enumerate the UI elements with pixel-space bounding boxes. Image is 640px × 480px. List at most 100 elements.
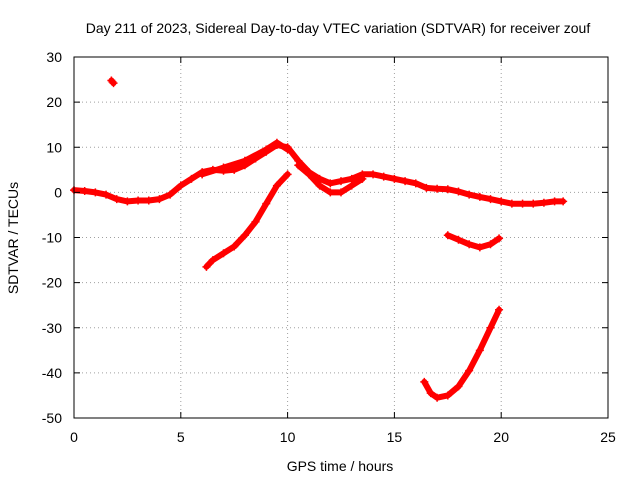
y-tick-label: -20 xyxy=(42,275,62,291)
series-line xyxy=(203,171,291,270)
data-point xyxy=(272,138,281,147)
data-point xyxy=(108,77,117,86)
data-point xyxy=(507,199,516,208)
y-tick-labels: -50 -40 -30 -20 -10 0 10 20 30 xyxy=(42,49,608,426)
data-point xyxy=(187,174,196,183)
data-point xyxy=(411,179,420,188)
data-point xyxy=(559,197,568,206)
data-point xyxy=(109,79,118,88)
data-point xyxy=(219,163,228,172)
data-point xyxy=(283,170,292,179)
data-point xyxy=(529,199,538,208)
data-point xyxy=(390,174,399,183)
data-point xyxy=(443,391,452,400)
x-axis-label: GPS time / hours xyxy=(287,458,394,474)
series-group xyxy=(420,305,504,402)
series-line xyxy=(71,142,567,207)
data-point xyxy=(433,393,442,402)
y-tick-label: -50 xyxy=(42,410,62,426)
data-point xyxy=(465,190,474,199)
x-tick-label: 20 xyxy=(493,429,509,445)
series-group xyxy=(294,161,367,197)
gridlines xyxy=(74,57,608,418)
y-tick-label: 30 xyxy=(46,49,62,65)
data-point xyxy=(486,240,495,249)
data-point xyxy=(497,197,506,206)
data-point xyxy=(294,161,303,170)
series-group xyxy=(202,170,292,271)
y-tick-label: -30 xyxy=(42,320,62,336)
series-group xyxy=(443,231,504,252)
y-tick-label: 20 xyxy=(46,94,62,110)
series-group xyxy=(107,76,118,88)
data-point xyxy=(495,305,504,314)
data-point xyxy=(495,234,504,243)
series-line xyxy=(421,306,503,401)
data-point xyxy=(486,195,495,204)
series-line xyxy=(444,232,503,251)
data-point xyxy=(326,179,335,188)
data-point xyxy=(166,190,175,199)
data-point xyxy=(454,187,463,196)
data-point xyxy=(144,196,153,205)
data-point xyxy=(486,323,495,332)
series-group xyxy=(198,138,292,179)
data-point xyxy=(112,195,121,204)
data-point xyxy=(176,181,185,190)
data-point xyxy=(347,174,356,183)
x-tick-label: 5 xyxy=(177,429,185,445)
data-point xyxy=(550,197,559,206)
data-point xyxy=(240,231,249,240)
data-point xyxy=(465,240,474,249)
x-tick-label: 15 xyxy=(387,429,403,445)
data-point xyxy=(230,242,239,251)
data-point xyxy=(454,235,463,244)
data-point xyxy=(283,145,292,154)
data-point xyxy=(272,181,281,190)
data-point xyxy=(251,217,260,226)
data-point xyxy=(91,188,100,197)
data-point xyxy=(262,145,271,154)
series-group xyxy=(70,140,568,208)
data-point xyxy=(315,181,324,190)
data-point xyxy=(454,382,463,391)
x-tick-label: 10 xyxy=(280,429,296,445)
data-point xyxy=(262,199,271,208)
data-point xyxy=(369,170,378,179)
data-point xyxy=(443,231,452,240)
data-point xyxy=(465,366,474,375)
x-tick-label: 25 xyxy=(600,429,616,445)
data-point xyxy=(420,377,429,386)
data-point xyxy=(539,198,548,207)
chart-title: Day 211 of 2023, Sidereal Day-to-day VTE… xyxy=(86,20,591,36)
data-point xyxy=(155,195,164,204)
data-point xyxy=(102,190,111,199)
data-point xyxy=(80,187,89,196)
data-point xyxy=(123,197,132,206)
data-point xyxy=(337,177,345,186)
x-tick-labels: 0 5 10 15 20 25 xyxy=(70,57,616,445)
data-point xyxy=(347,181,356,190)
data-point xyxy=(219,249,228,258)
y-tick-label: -10 xyxy=(42,230,62,246)
data-series xyxy=(70,76,568,402)
data-point xyxy=(475,192,484,201)
x-tick-label: 0 xyxy=(70,429,78,445)
data-point xyxy=(379,172,388,181)
data-point xyxy=(475,243,484,252)
data-point xyxy=(326,188,335,197)
data-point xyxy=(422,183,431,192)
data-point xyxy=(208,256,217,265)
data-point xyxy=(337,188,345,197)
data-point xyxy=(518,199,527,208)
y-axis-label: SDTVAR / TECUs xyxy=(5,182,21,294)
data-point xyxy=(475,346,484,355)
y-tick-label: 0 xyxy=(54,184,62,200)
data-point xyxy=(134,196,143,205)
data-point xyxy=(358,174,367,183)
data-point xyxy=(443,185,452,194)
data-point xyxy=(304,170,313,179)
data-point xyxy=(401,177,410,186)
data-point xyxy=(198,170,207,179)
y-tick-label: -40 xyxy=(42,365,62,381)
